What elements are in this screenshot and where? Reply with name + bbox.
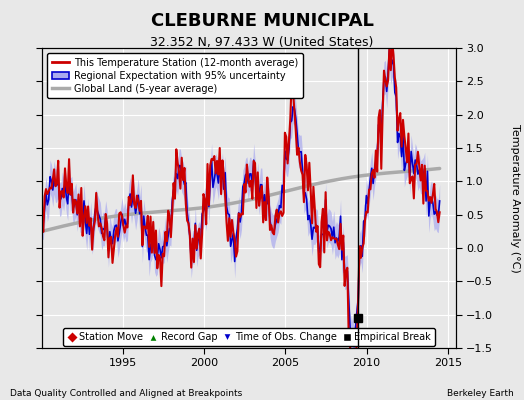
Text: Berkeley Earth: Berkeley Earth xyxy=(447,389,514,398)
Text: 32.352 N, 97.433 W (United States): 32.352 N, 97.433 W (United States) xyxy=(150,36,374,49)
Text: CLEBURNE MUNICIPAL: CLEBURNE MUNICIPAL xyxy=(150,12,374,30)
Y-axis label: Temperature Anomaly (°C): Temperature Anomaly (°C) xyxy=(510,124,520,272)
Text: Data Quality Controlled and Aligned at Breakpoints: Data Quality Controlled and Aligned at B… xyxy=(10,389,243,398)
Legend: Station Move, Record Gap, Time of Obs. Change, Empirical Break: Station Move, Record Gap, Time of Obs. C… xyxy=(63,328,435,346)
